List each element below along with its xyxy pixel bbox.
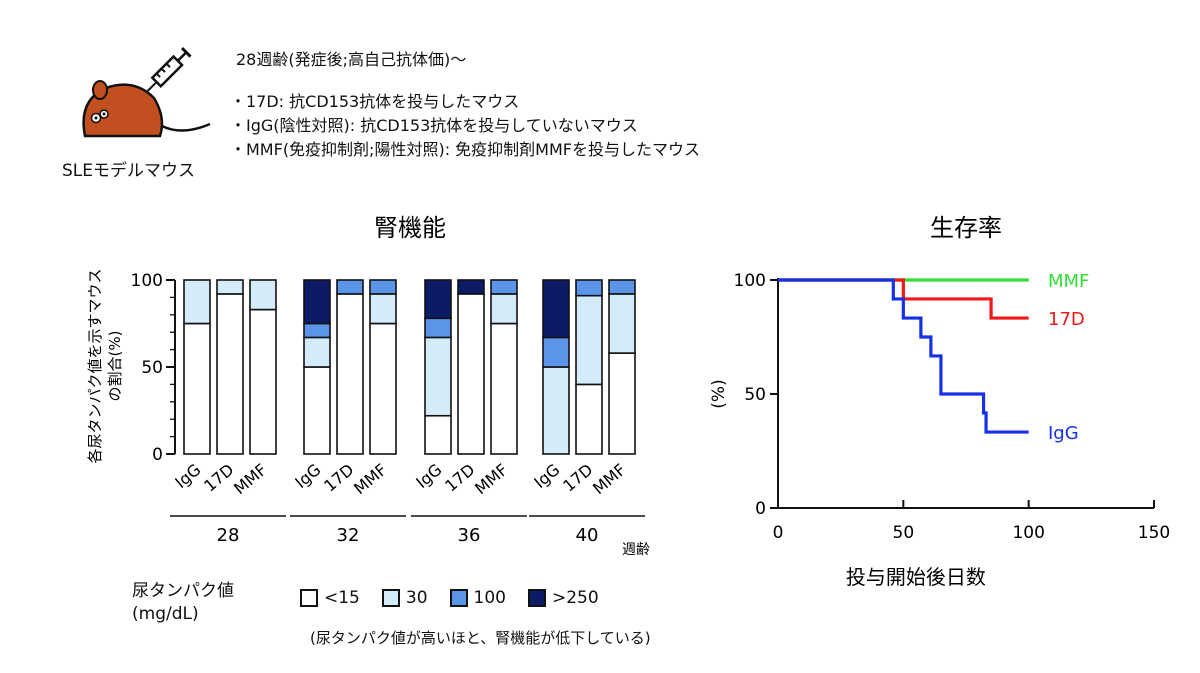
y-tick-label: 50 [141, 358, 163, 378]
bar-segment-w32-mmf-30 [369, 293, 397, 325]
x-group-label-w36-17d: 17D [441, 460, 478, 496]
bar-segment-w32-17d-lt15 [336, 293, 364, 455]
legend-swatch-100 [449, 589, 468, 607]
x-group-label-w32-igg: IgG [291, 460, 324, 492]
x-tick-label: 50 [893, 523, 915, 543]
y-axis-label: 各尿タンパク値を示すマウス の割合(%) [86, 268, 124, 463]
y-axis-label-line2: の割合(%) [106, 331, 124, 402]
bar-segment-w36-17d-lt15 [457, 293, 485, 455]
bar-segment-w36-igg-lt15 [424, 414, 452, 455]
mouse-icon [82, 80, 211, 138]
bar-segment-w36-igg-gt250 [424, 279, 452, 320]
x-group-label-w36-mmf: MMF [471, 460, 511, 498]
bar-segment-w36-mmf-30 [490, 293, 518, 325]
legend-title: 尿タンパク値 [132, 581, 234, 601]
x-tick-label: 0 [773, 523, 784, 543]
bar-segment-w40-igg-30 [542, 366, 570, 455]
week-label-40: 40 [576, 525, 599, 546]
x-tick-label: 150 [1138, 523, 1170, 543]
bar-segment-w40-mmf-100 [608, 279, 636, 295]
survival-line-igg [778, 278, 1029, 434]
series-label-mmf: MMF [1048, 271, 1089, 292]
series-label-17d: 17D [1048, 309, 1085, 330]
chart-title: 腎機能 [374, 214, 446, 242]
bar-segment-w32-igg-100 [303, 322, 331, 339]
group-desc-igg: ・IgG(陰性対照): 抗CD153抗体を投与していないマウス [230, 116, 638, 135]
legend-label-100: 100 [473, 588, 506, 608]
group-desc-17d: ・17D: 抗CD153抗体を投与したマウス [230, 92, 520, 111]
bar-segment-w32-mmf-lt15 [369, 322, 397, 455]
y-tick-label: 0 [755, 499, 766, 519]
bar-segment-w40-17d-100 [575, 279, 603, 297]
x-group-label-w40-mmf: MMF [589, 460, 629, 498]
legend-label-gt250: >250 [551, 588, 599, 608]
x-axis-label: 週齢 [622, 542, 650, 558]
bar-segment-w40-17d-lt15 [575, 383, 603, 455]
chart-title: 生存率 [930, 214, 1002, 242]
y-tick-label: 100 [734, 271, 766, 291]
survival-chart: 生存率 0 50 100 0 50 100 150 (%) 投与開始後日数 MMF 17D IgG [709, 214, 1170, 589]
bar-segment-w32-17d-100 [336, 279, 364, 295]
bar-segment-w28-igg-30 [183, 279, 211, 325]
x-group-label-w36-igg: IgG [412, 460, 445, 492]
x-group-label-w28-17d: 17D [200, 460, 237, 496]
x-axis-label: 投与開始後日数 [846, 565, 986, 589]
x-group-label-w32-17d: 17D [320, 460, 357, 496]
legend-item-30: 30 [381, 588, 428, 608]
bar-segment-w40-igg-gt250 [542, 279, 570, 339]
legend-item-lt15: <15 [300, 588, 360, 608]
bar-segment-w36-igg-100 [424, 317, 452, 339]
week-label-28: 28 [217, 525, 240, 546]
bar-segment-w28-igg-lt15 [183, 322, 211, 455]
bar-segment-w32-igg-lt15 [303, 366, 331, 455]
mouse-syringe-illustration [82, 47, 211, 138]
legend-unit: (mg/dL) [132, 604, 199, 624]
treatment-header: 28週齢(発症後;高自己抗体価)～ [236, 50, 467, 69]
bar-segment-w40-17d-30 [575, 294, 603, 386]
legend-item-100: 100 [449, 588, 506, 608]
bar-segment-w36-17d-gt250 [457, 279, 485, 295]
legend-swatch-gt250 [527, 589, 546, 607]
syringe-icon [143, 47, 192, 96]
y-tick-label: 100 [131, 271, 163, 291]
x-group-label-w40-17d: 17D [559, 460, 596, 496]
bar-segment-w28-17d-30 [216, 279, 244, 295]
week-label-32: 32 [337, 525, 360, 546]
legend-note: (尿タンパク値が高いほと、腎機能が低下している) [310, 629, 651, 647]
x-group-label-w28-igg: IgG [171, 460, 204, 492]
mouse-label: SLEモデルマウス [62, 161, 196, 181]
legend: <15 30 100 >250 [300, 588, 599, 608]
legend-label-lt15: <15 [324, 588, 360, 608]
bar-segment-w28-17d-lt15 [216, 293, 244, 455]
series-label-igg: IgG [1048, 423, 1079, 444]
legend-item-gt250: >250 [527, 588, 599, 608]
bar-segment-w36-mmf-100 [490, 279, 518, 295]
bar-segment-w28-mmf-30 [249, 279, 277, 311]
y-tick-label: 50 [744, 385, 766, 405]
bar-segment-w32-igg-30 [303, 336, 331, 368]
y-tick-label: 0 [152, 445, 163, 465]
x-group-label-w32-mmf: MMF [350, 460, 390, 498]
legend-swatch-lt15 [300, 589, 318, 607]
legend-label-30: 30 [405, 588, 428, 608]
bar-segment-w32-mmf-100 [369, 279, 397, 295]
bar-segment-w40-mmf-30 [608, 293, 636, 354]
bar-segment-w40-igg-100 [542, 336, 570, 368]
x-group-label-w40-igg: IgG [530, 460, 563, 492]
bar-segment-w40-mmf-lt15 [608, 352, 636, 455]
legend-swatch-30 [381, 589, 400, 607]
y-axis-label: (%) [709, 379, 729, 408]
week-label-36: 36 [458, 525, 481, 546]
y-axis-label-line1: 各尿タンパク値を示すマウス [86, 268, 104, 463]
group-desc-mmf: ・MMF(免疫抑制剤;陽性対照): 免疫抑制剤MMFを投与したマウス [230, 140, 700, 159]
x-group-label-w28-mmf: MMF [230, 460, 270, 498]
bar-segment-w28-mmf-lt15 [249, 308, 277, 455]
bar-segment-w36-mmf-lt15 [490, 322, 518, 455]
bar-segment-w32-igg-gt250 [303, 279, 331, 325]
bar-segment-w36-igg-30 [424, 336, 452, 417]
x-tick-label: 100 [1012, 523, 1044, 543]
